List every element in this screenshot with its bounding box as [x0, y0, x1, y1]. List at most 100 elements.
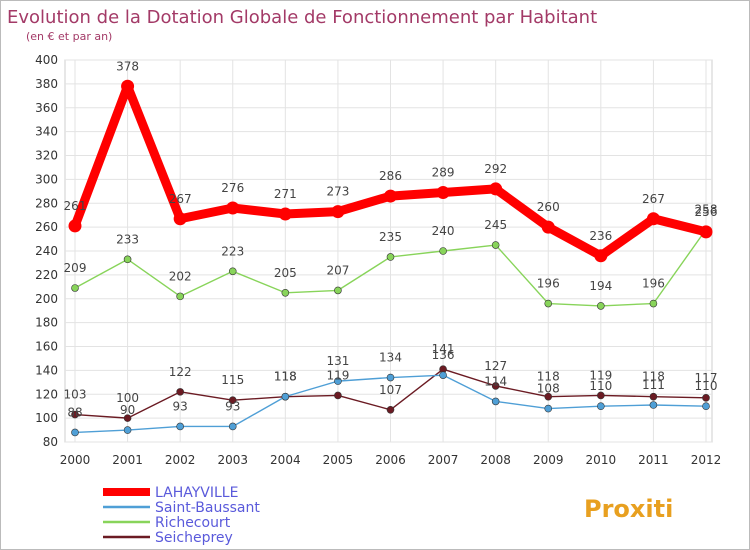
data-point — [544, 392, 553, 401]
x-tick-label: 2009 — [533, 453, 564, 467]
data-label: 196 — [642, 277, 665, 291]
data-point — [173, 212, 187, 226]
y-tick-label: 100 — [35, 411, 58, 425]
data-label: 235 — [379, 230, 402, 244]
data-label: 271 — [274, 187, 297, 201]
data-label: 205 — [274, 266, 297, 280]
data-point — [594, 249, 608, 263]
data-point — [71, 428, 79, 437]
y-tick-label: 160 — [35, 340, 58, 354]
data-label: 107 — [379, 383, 402, 397]
data-point — [646, 212, 660, 226]
y-tick-label: 280 — [35, 196, 58, 210]
y-tick-label: 320 — [35, 149, 58, 163]
data-point — [544, 404, 553, 413]
data-label: 292 — [484, 162, 507, 176]
y-tick-label: 360 — [35, 101, 58, 115]
data-label: 110 — [589, 379, 612, 393]
data-point — [491, 382, 500, 390]
data-label: 93 — [225, 399, 240, 413]
data-label: 286 — [379, 169, 402, 183]
data-label: 258 — [695, 203, 718, 217]
x-tick-label: 2004 — [270, 453, 301, 467]
proxiti-logo: Proxiti — [584, 495, 673, 523]
y-tick-label: 380 — [35, 77, 58, 91]
data-point — [123, 426, 132, 434]
data-label: 117 — [695, 371, 718, 385]
y-tick-label: 220 — [35, 268, 58, 282]
data-label: 245 — [484, 218, 507, 232]
data-label: 111 — [642, 378, 665, 392]
data-point — [544, 299, 553, 308]
data-label: 141 — [432, 342, 455, 356]
x-tick-label: 2006 — [375, 453, 406, 467]
data-label: 207 — [326, 263, 349, 277]
data-label: 103 — [64, 388, 87, 402]
legend-label: Richecourt — [155, 515, 231, 531]
data-point — [228, 267, 237, 276]
x-tick-label: 2007 — [428, 453, 459, 467]
data-point — [176, 422, 184, 431]
data-label: 209 — [64, 261, 87, 275]
data-point — [176, 388, 184, 396]
data-label: 100 — [116, 391, 139, 405]
data-point — [176, 292, 184, 301]
data-label: 273 — [326, 185, 349, 199]
data-label: 110 — [695, 379, 718, 393]
data-point — [649, 299, 658, 308]
y-tick-label: 180 — [35, 316, 58, 330]
data-point — [334, 391, 342, 400]
data-label: 260 — [537, 200, 560, 214]
data-label: 261 — [64, 199, 87, 213]
data-label: 136 — [432, 348, 455, 362]
data-point — [334, 286, 342, 295]
plot-area: 80 100 120 140 160 180 200 220 240 260 280 300 320 34… — [35, 53, 721, 467]
data-point — [541, 220, 555, 234]
data-point — [386, 405, 395, 414]
x-tick-label: 2010 — [586, 453, 617, 467]
data-point — [278, 207, 292, 221]
data-label: 240 — [432, 224, 455, 238]
data-point — [71, 410, 79, 419]
data-point — [386, 373, 395, 382]
data-label: 289 — [432, 166, 455, 180]
data-label: 118 — [274, 370, 297, 384]
x-tick-label: 2001 — [112, 453, 143, 467]
data-label: 114 — [484, 374, 507, 388]
data-label: 223 — [221, 244, 244, 258]
data-point — [489, 182, 503, 196]
data-point — [281, 392, 290, 401]
data-point — [334, 377, 342, 385]
chart-title: Evolution de la Dotation Globale de Fonc… — [7, 7, 597, 28]
data-point — [228, 422, 237, 431]
logo-text: Proxiti — [584, 495, 673, 523]
x-tick-label: 2003 — [217, 453, 248, 467]
legend-label: Seicheprey — [155, 530, 233, 546]
y-tick-label: 120 — [35, 387, 58, 401]
y-tick-label: 140 — [35, 363, 58, 377]
y-tick-label: 240 — [35, 244, 58, 258]
data-label: 134 — [379, 351, 402, 365]
data-label: 233 — [116, 232, 139, 246]
data-point — [699, 225, 713, 239]
data-label: 118 — [537, 370, 560, 384]
x-tick-label: 2008 — [480, 453, 511, 467]
data-label: 93 — [173, 399, 188, 413]
data-point — [439, 371, 447, 379]
y-tick-label: 400 — [35, 53, 58, 67]
data-label: 115 — [221, 373, 244, 387]
data-point — [386, 253, 395, 261]
data-point — [121, 79, 135, 93]
data-point — [436, 186, 450, 200]
y-tick-label: 300 — [35, 172, 58, 186]
y-tick-label: 200 — [35, 292, 58, 306]
legend: LAHAYVILLESaint-BaussantRichecourtSeiche… — [103, 485, 260, 546]
x-tick-label: 2000 — [60, 453, 91, 467]
data-label: 267 — [169, 192, 192, 206]
x-tick-label: 2011 — [638, 453, 669, 467]
data-point — [702, 402, 710, 410]
data-point — [597, 402, 605, 410]
data-point — [331, 205, 345, 219]
data-label: 131 — [326, 354, 349, 368]
